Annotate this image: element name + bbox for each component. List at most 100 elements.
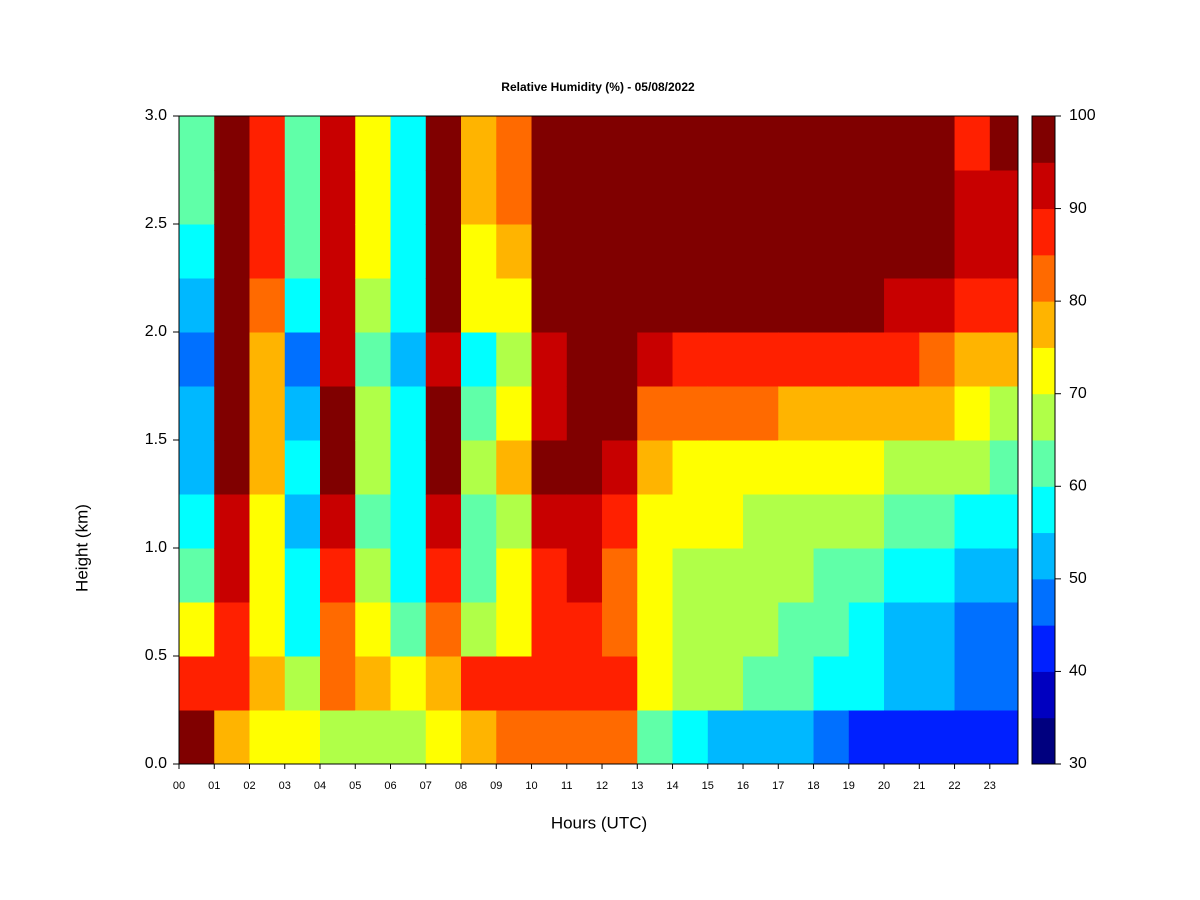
heat-cell [496, 224, 533, 279]
heat-cell [284, 278, 321, 333]
heat-cell [919, 332, 956, 387]
x-tick-label: 17 [772, 780, 784, 792]
colorbar-band [1032, 116, 1055, 163]
heat-cell [954, 116, 991, 171]
heat-cell [813, 224, 850, 279]
heat-cell [954, 548, 991, 603]
heat-cell [425, 116, 462, 171]
heat-cell [637, 116, 674, 171]
y-tick-label: 2.5 [145, 215, 167, 232]
heat-cell [355, 440, 392, 495]
heat-cell [320, 386, 356, 441]
x-tick-label: 20 [878, 780, 890, 792]
heat-cell [214, 602, 251, 657]
heat-cell [461, 170, 497, 225]
heat-cell [284, 440, 321, 495]
x-tick-label: 16 [737, 780, 749, 792]
x-tick-label: 15 [702, 780, 714, 792]
heat-cell [496, 386, 533, 441]
heat-cell [531, 656, 568, 711]
heat-cell [707, 494, 744, 549]
heat-cell [672, 710, 709, 765]
heat-cell [637, 170, 674, 225]
heat-cell [390, 548, 427, 603]
x-tick-label: 05 [349, 780, 361, 792]
heat-cell [425, 170, 462, 225]
heat-cell [179, 278, 215, 333]
heat-cell [672, 494, 709, 549]
heat-cell [249, 602, 286, 657]
heat-cell [637, 278, 674, 333]
heat-cell [214, 170, 251, 225]
heat-cell [637, 548, 674, 603]
heat-cell [461, 710, 497, 765]
heat-cell [743, 386, 779, 441]
heat-cell [743, 278, 779, 333]
heat-cell [743, 116, 779, 171]
heat-cell [778, 332, 815, 387]
x-tick-label: 21 [913, 780, 925, 792]
heat-cell [954, 440, 991, 495]
heat-cell [531, 440, 568, 495]
heat-cell [214, 548, 251, 603]
heat-cell [320, 440, 356, 495]
heat-cell [284, 494, 321, 549]
heat-cell [919, 494, 956, 549]
heat-cell [390, 332, 427, 387]
x-tick-label: 08 [455, 780, 467, 792]
heat-cell [461, 548, 497, 603]
x-tick-label: 00 [173, 780, 185, 792]
x-axis-label: Hours (UTC) [551, 813, 647, 832]
heat-cell [813, 656, 850, 711]
heat-cell [919, 170, 956, 225]
colorbar-band [1032, 578, 1055, 626]
heat-cell [214, 332, 251, 387]
heat-cell [778, 494, 815, 549]
colorbar-tick-label: 80 [1069, 292, 1087, 309]
heat-cell [496, 656, 533, 711]
heat-cell [989, 710, 1019, 765]
x-tick-label: 10 [525, 780, 537, 792]
heat-cell [249, 494, 286, 549]
y-tick-label: 0.5 [145, 647, 167, 664]
heat-cell [355, 116, 392, 171]
heat-cell [884, 656, 920, 711]
heat-cell [461, 116, 497, 171]
heat-cell [425, 602, 462, 657]
heat-cell [778, 602, 815, 657]
heat-cell [707, 710, 744, 765]
heat-cell [813, 386, 850, 441]
heat-cell [496, 710, 533, 765]
heat-cell [249, 710, 286, 765]
heat-cell [461, 656, 497, 711]
heat-cell [707, 548, 744, 603]
heat-cell [743, 494, 779, 549]
x-tick-label: 19 [843, 780, 855, 792]
heat-cell [637, 656, 674, 711]
heat-cell [602, 224, 638, 279]
heat-cell [884, 710, 920, 765]
heat-cell [778, 656, 815, 711]
heat-cell [390, 494, 427, 549]
heat-cell [919, 278, 956, 333]
heat-cell [743, 710, 779, 765]
heat-cell [919, 386, 956, 441]
heat-cell [672, 656, 709, 711]
heat-cell [707, 440, 744, 495]
heat-cell [461, 332, 497, 387]
heat-cell [884, 116, 920, 171]
colorbar-band [1032, 717, 1055, 765]
heat-cell [637, 494, 674, 549]
heat-cell [848, 278, 885, 333]
heat-cell [531, 602, 568, 657]
heat-cell [531, 386, 568, 441]
heat-cell [813, 116, 850, 171]
heat-cell [707, 656, 744, 711]
heat-cell [743, 602, 779, 657]
heat-cell [179, 494, 215, 549]
heat-cell [954, 278, 991, 333]
heat-cell [672, 602, 709, 657]
heat-cell [531, 170, 568, 225]
colorbar-tick-label: 100 [1069, 107, 1096, 124]
heat-cell [884, 494, 920, 549]
